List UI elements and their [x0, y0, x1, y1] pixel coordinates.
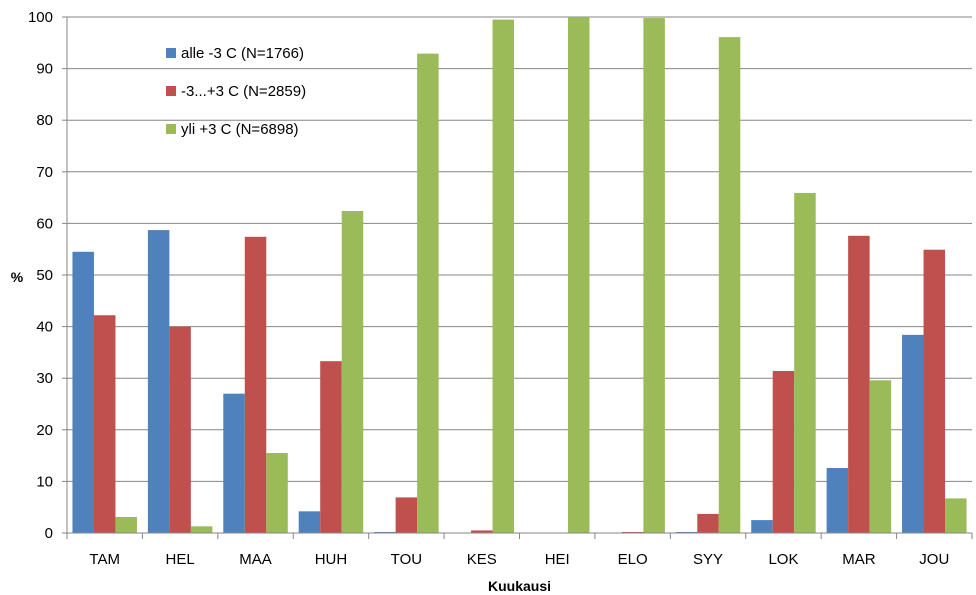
x-tick-label: ELO: [618, 551, 648, 568]
legend-label: -3...+3 C (N=2859): [181, 83, 306, 100]
bar: [826, 467, 849, 533]
bar: [902, 334, 924, 533]
bar: [341, 211, 364, 534]
bar: [751, 520, 773, 533]
x-tick-label: JOU: [919, 551, 949, 568]
bar: [93, 315, 116, 533]
y-tick-label: 50: [36, 267, 53, 284]
bar: [417, 53, 439, 534]
y-tick-label: 80: [36, 112, 53, 129]
legend-swatch: [166, 86, 176, 96]
bar: [772, 370, 795, 533]
x-tick-label: HEL: [166, 551, 195, 568]
y-tick-label: 10: [36, 473, 53, 490]
x-tick-label: LOK: [768, 551, 798, 568]
y-tick-label: 90: [36, 61, 53, 78]
bars: [72, 17, 967, 534]
y-tick-label: 20: [36, 422, 53, 439]
bar: [147, 230, 170, 533]
bar: [169, 326, 191, 533]
bar: [848, 235, 870, 533]
legend: alle -3 C (N=1766) -3...+3 C (N=2859) yli …: [166, 45, 306, 138]
legend-label: yli +3 C (N=6898): [181, 121, 299, 138]
bar: [675, 531, 698, 533]
y-tick-labels: 0 10 20 30 40 50 60 70 80 90 100: [28, 9, 53, 542]
bar: [869, 380, 892, 533]
x-tick-label: KES: [467, 551, 497, 568]
bar: [72, 251, 94, 533]
bar: [471, 530, 493, 533]
bar: [945, 498, 967, 533]
bar: [298, 511, 321, 533]
x-tick-label: TOU: [391, 551, 422, 568]
legend-swatch: [166, 48, 176, 58]
legend-label: alle -3 C (N=1766): [181, 45, 304, 62]
bar: [320, 361, 342, 533]
bar: [492, 19, 515, 533]
x-tick-label: TAM: [89, 551, 120, 568]
bar: [266, 453, 288, 533]
bar: [697, 513, 719, 533]
x-tick-label: HEI: [545, 551, 570, 568]
bar: [190, 526, 213, 533]
bar: [374, 531, 396, 533]
bar: [244, 236, 267, 534]
y-tick-label: 70: [36, 164, 53, 181]
bar: [718, 37, 741, 534]
y-tick-label: 40: [36, 319, 53, 336]
legend-swatch: [166, 124, 176, 134]
x-axis-label: Kuukausi: [488, 578, 551, 594]
y-axis-label: %: [11, 269, 24, 285]
bar: [115, 517, 137, 533]
x-tick-label: MAR: [842, 551, 876, 568]
x-tick-label: MAA: [239, 551, 272, 568]
bar: [794, 192, 816, 533]
x-tick-labels: TAM HEL MAA HUH TOU KES HEI ELO SYY LOK MAR JOU: [89, 551, 949, 568]
x-tick-label: HUH: [315, 551, 348, 568]
bar: [567, 17, 590, 533]
y-tick-label: 30: [36, 370, 53, 387]
x-tick-label: SYY: [693, 551, 723, 568]
gridlines: [67, 16, 972, 482]
bar: [621, 531, 644, 533]
bar: [223, 393, 245, 533]
y-tick-label: 100: [28, 9, 53, 26]
bar: [643, 18, 665, 534]
axes: [62, 16, 973, 539]
y-tick-label: 60: [36, 215, 53, 232]
bar: [923, 249, 946, 533]
y-tick-label: 0: [45, 525, 53, 542]
bar: [395, 497, 418, 533]
